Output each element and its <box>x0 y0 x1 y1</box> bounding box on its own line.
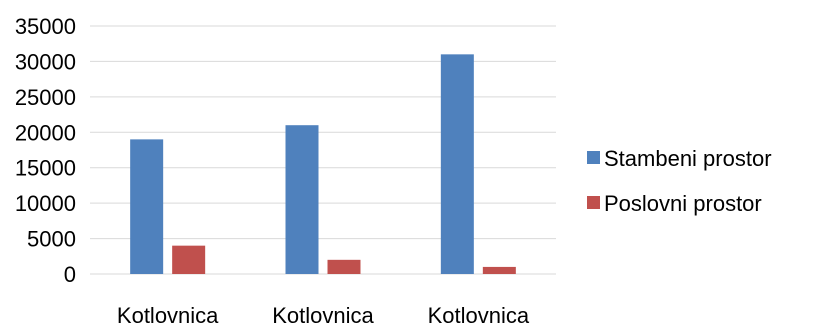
bar-poslovni-2 <box>327 259 361 274</box>
legend-swatch <box>587 196 600 209</box>
bar-stambeni-2 <box>285 125 319 274</box>
legend: Stambeni prostor Poslovni prostor <box>587 146 772 216</box>
y-tick-label: 20000 <box>15 120 76 145</box>
y-tick-label: 10000 <box>15 191 76 216</box>
bar-stambeni-3 <box>440 54 474 274</box>
legend-label: Poslovni prostor <box>604 191 762 216</box>
y-tick-label: 15000 <box>15 156 76 181</box>
y-tick-label: 30000 <box>15 49 76 74</box>
bar-stambeni-1 <box>130 139 164 274</box>
x-category-label: Kotlovnica <box>272 303 374 325</box>
y-tick-label: 5000 <box>27 227 76 252</box>
legend-label: Stambeni prostor <box>604 146 772 171</box>
bar-poslovni-3 <box>482 266 516 274</box>
y-tick-label: 0 <box>64 262 76 287</box>
y-tick-label: 35000 <box>15 14 76 39</box>
x-category-label: Kotlovnica <box>117 303 219 325</box>
bar-poslovni-1 <box>172 245 206 274</box>
bars <box>130 54 516 274</box>
x-category-label: Kotlovnica <box>428 303 530 325</box>
y-tick-label: 25000 <box>15 85 76 110</box>
legend-swatch <box>587 151 600 164</box>
x-axis-category-labels: Kotlovnica Kotlovnica Kotlovnica <box>117 303 530 325</box>
gridlines <box>90 25 556 275</box>
y-axis-tick-labels: 35000 30000 25000 20000 15000 10000 5000 0 <box>15 14 76 287</box>
